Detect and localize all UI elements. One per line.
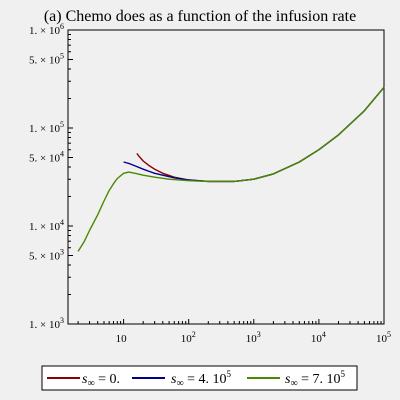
x-tick-label: 105 (376, 330, 391, 345)
y-tick-label: 1. × 106 (29, 22, 64, 37)
series-line-3 (77, 86, 385, 252)
series-group (77, 86, 385, 252)
y-tick-label: 5. × 105 (29, 52, 64, 67)
x-tick-label: 10 (116, 333, 128, 345)
axis-ticks: 10 102 103 104 105 1. × 103 5. × 103 1. × 104 5.… (29, 22, 391, 345)
legend-box (41, 365, 358, 391)
x-tick-label: 102 (181, 330, 196, 345)
plot-frame (67, 29, 385, 325)
x-tick-label: 103 (246, 330, 261, 345)
y-tick-label: 5. × 104 (29, 150, 64, 165)
legend-label-2: s∞ = 4. 105 (171, 369, 232, 389)
chart-title: (a) Chemo does as a function of the infu… (44, 8, 356, 25)
y-tick-label: 1. × 104 (29, 218, 64, 233)
legend-label-1: s∞ = 0. (82, 372, 120, 389)
x-tick-label: 104 (311, 330, 326, 345)
legend-label-3: s∞ = 7. 105 (285, 369, 346, 389)
y-tick-label: 1. × 105 (29, 120, 64, 135)
y-tick-label: 1. × 103 (29, 316, 64, 331)
legend: s∞ = 0. s∞ = 4. 105 s∞ = 7. 105 (41, 365, 358, 391)
y-tick-label: 5. × 103 (29, 248, 64, 263)
